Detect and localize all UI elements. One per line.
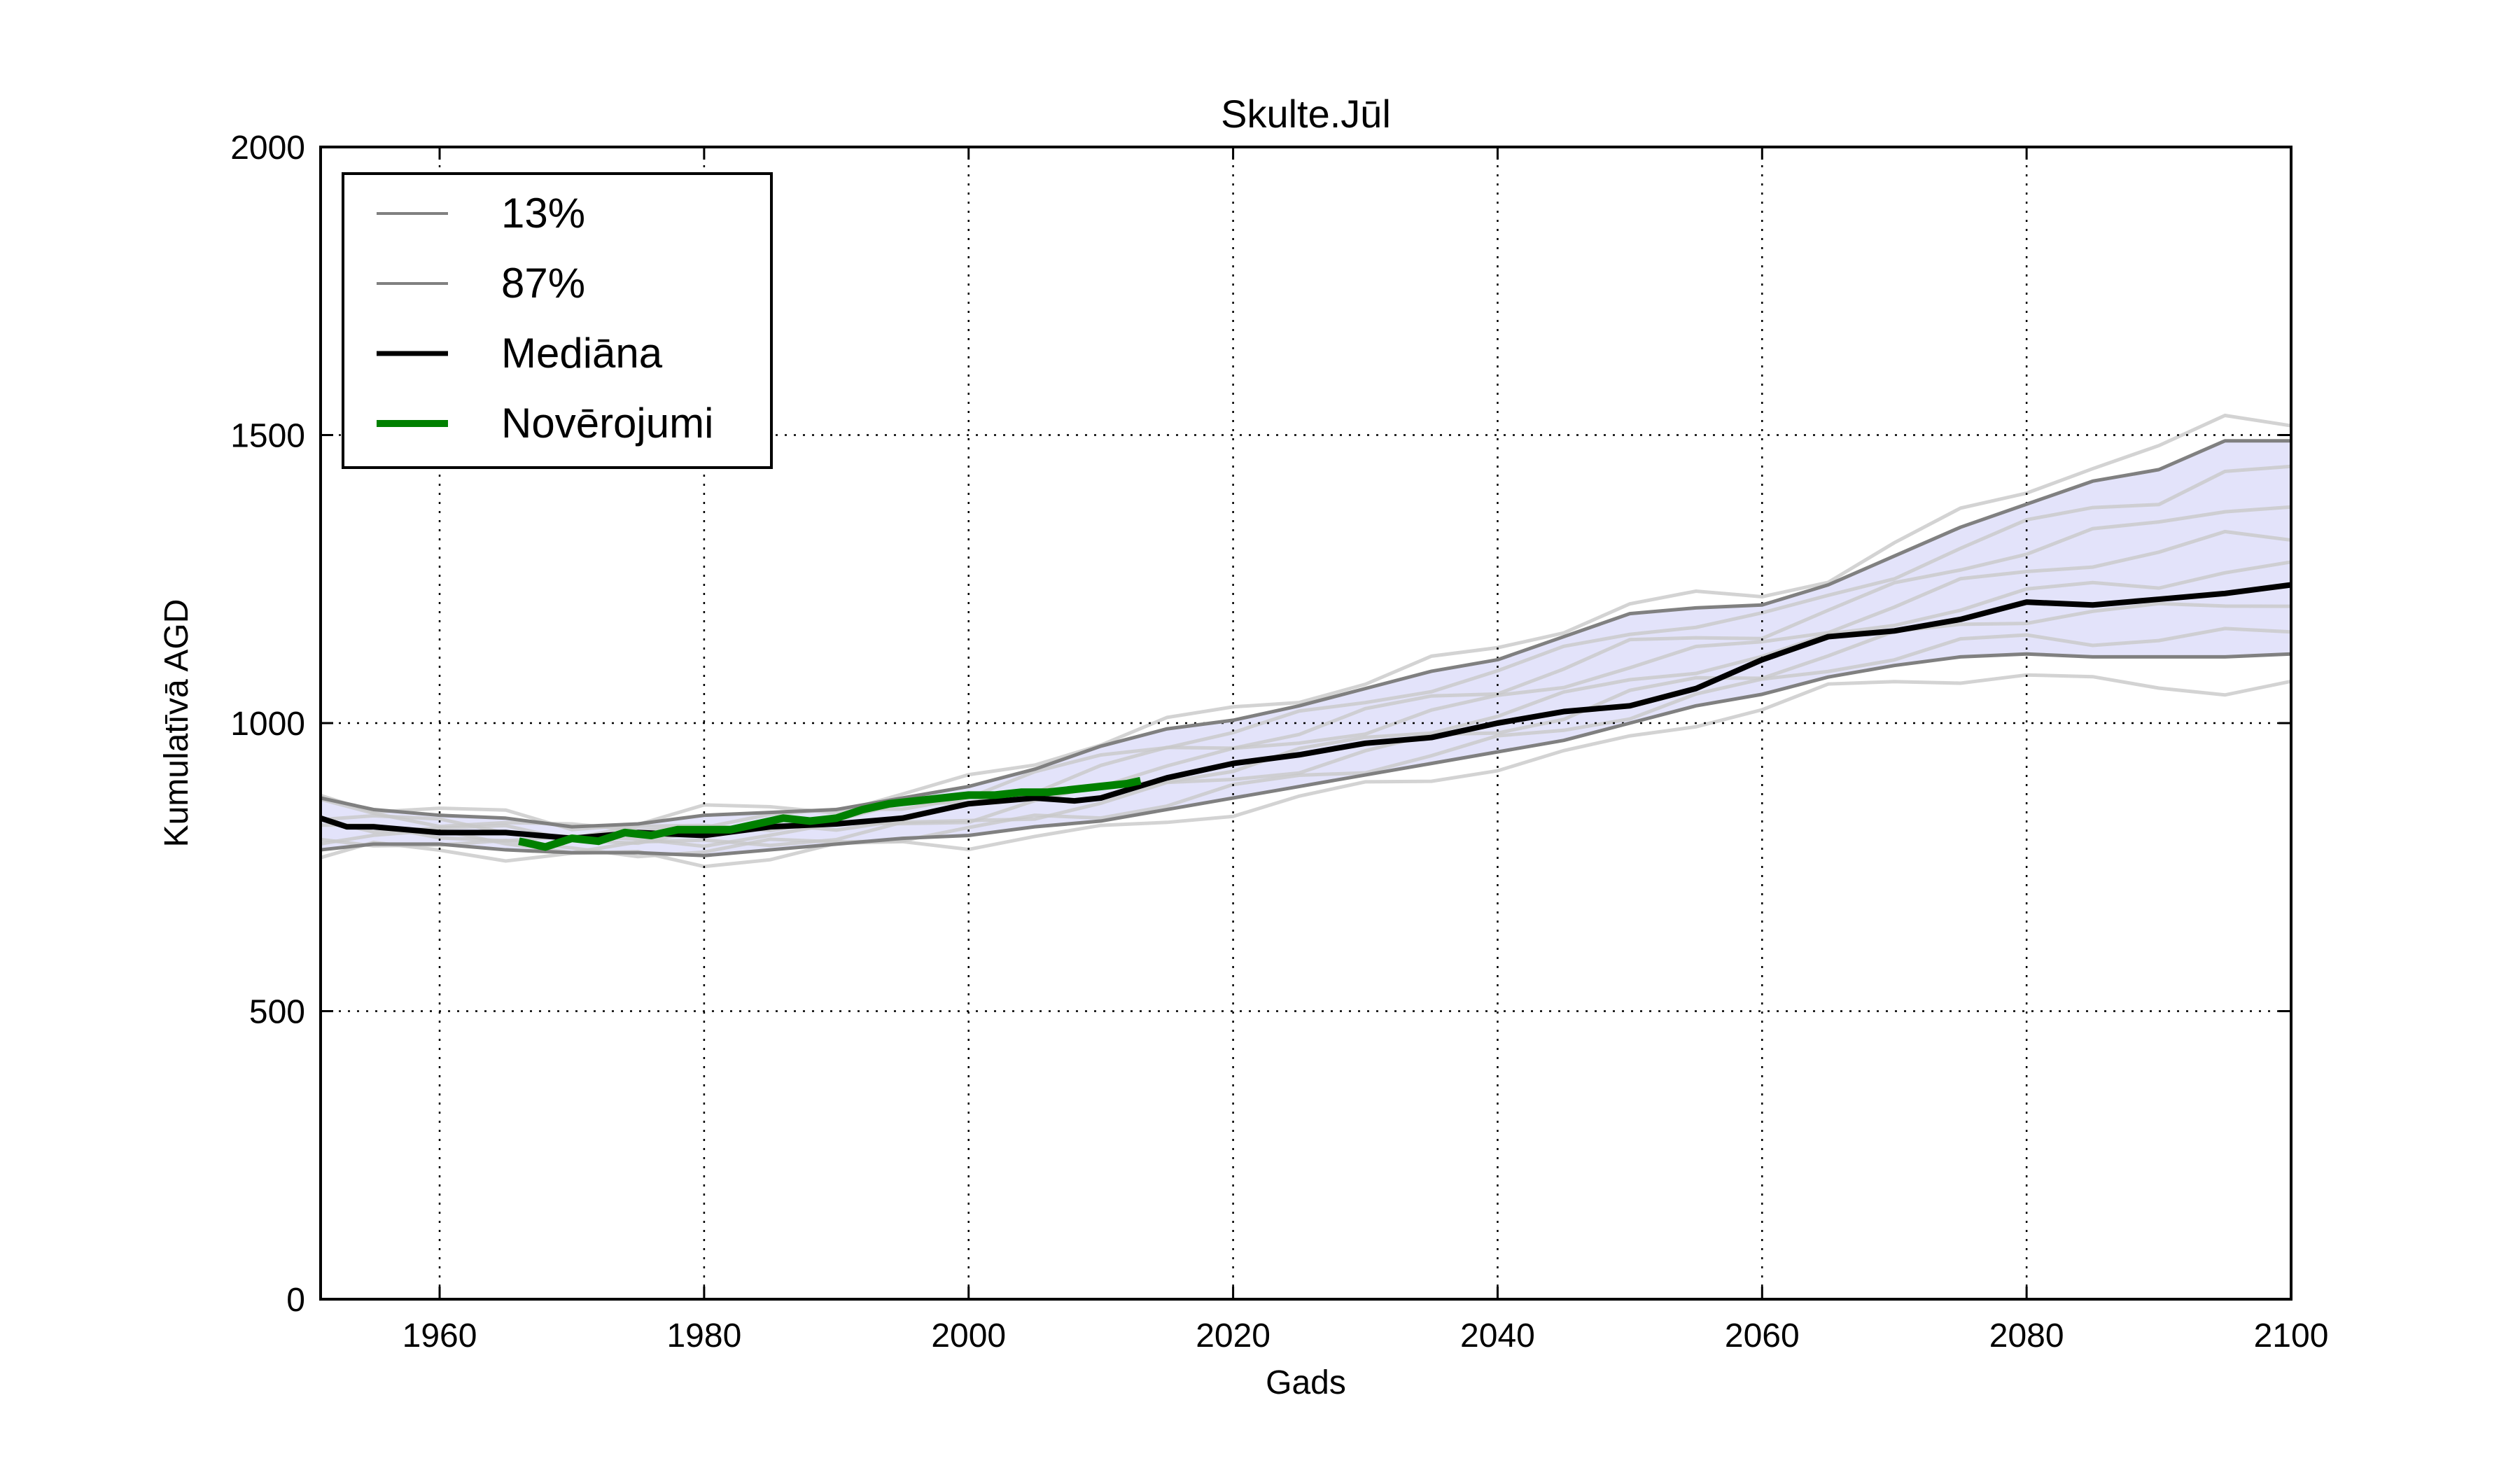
x-tick-label: 2000 bbox=[931, 1317, 1006, 1354]
series-lines bbox=[319, 439, 2292, 858]
chart-title: Skulte.Jūl bbox=[1221, 92, 1391, 136]
ensemble-line bbox=[320, 560, 2292, 848]
legend-box bbox=[342, 172, 773, 469]
legend-label: 13% bbox=[501, 190, 585, 237]
ensemble-line bbox=[320, 626, 2292, 859]
series-line-Novērojumi bbox=[518, 776, 1142, 851]
y-tick-label: 1000 bbox=[230, 706, 305, 743]
y-tick-label: 0 bbox=[286, 1282, 305, 1319]
y-tick-label: 500 bbox=[249, 994, 305, 1031]
legend-label: Novērojumi bbox=[501, 400, 713, 447]
y-tick-label: 2000 bbox=[230, 130, 305, 167]
x-tick-label: 2100 bbox=[2254, 1317, 2329, 1354]
x-tick-label: 2060 bbox=[1725, 1317, 1800, 1354]
x-tick-label: 2020 bbox=[1196, 1317, 1270, 1354]
series-line-Mediāna bbox=[319, 582, 2292, 841]
series-line-13% bbox=[320, 652, 2292, 858]
x-tick-label: 2040 bbox=[1460, 1317, 1535, 1354]
series-line-87% bbox=[320, 439, 2291, 829]
x-axis-label: Gads bbox=[1266, 1364, 1346, 1401]
legend-label: 87% bbox=[501, 260, 585, 307]
ensemble-line bbox=[320, 529, 2292, 846]
y-tick-label: 1500 bbox=[230, 418, 305, 455]
legend: 13% 87% Mediāna Novērojumi bbox=[342, 172, 773, 469]
x-tick-label: 1960 bbox=[402, 1317, 477, 1354]
x-tick-label: 2080 bbox=[1989, 1317, 2064, 1354]
axis-ticks: 1960 1980 2000 2020 2040 2060 2080 2100 0 500 1000… bbox=[230, 130, 2328, 1354]
legend-label: Mediāna bbox=[501, 330, 663, 377]
y-axis-label: Kumulatīvā AGD bbox=[158, 599, 195, 848]
x-tick-label: 1980 bbox=[666, 1317, 741, 1354]
